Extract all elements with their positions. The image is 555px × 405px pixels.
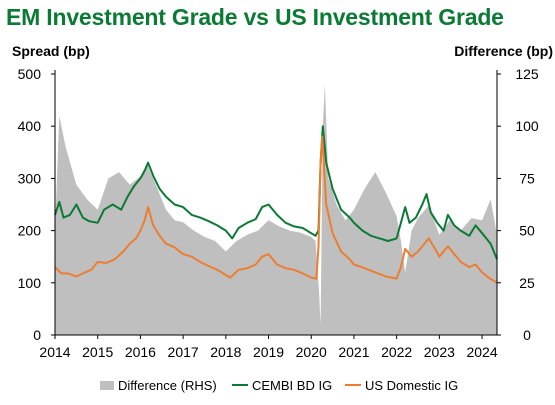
legend-item-difference: Difference (RHS)	[100, 375, 217, 395]
left-tick-label: 100	[18, 275, 42, 291]
left-tick-label: 0	[33, 327, 41, 343]
right-tick-label: 100	[515, 118, 539, 134]
legend-label-us-ig: US Domestic IG	[365, 377, 459, 393]
cembi-bd-ig-line	[54, 125, 498, 260]
right-tick-label: 0	[523, 327, 531, 343]
x-tick-label: 2016	[125, 344, 156, 360]
chart-title: EM Investment Grade vs US Investment Gra…	[6, 4, 504, 30]
x-tick-label: 2014	[39, 344, 70, 360]
right-tick-label: 50	[519, 223, 535, 239]
legend: Difference (RHS) CEMBI BD IG US Domestic…	[0, 375, 555, 395]
difference-area-layer	[55, 84, 497, 336]
left-tick-label: 400	[18, 118, 42, 134]
left-tick-label: 200	[18, 223, 42, 239]
legend-label-cembi: CEMBI BD IG	[252, 377, 333, 393]
difference-area	[55, 84, 497, 336]
x-tick-label: 2018	[210, 344, 241, 360]
spread-lines-layer	[54, 125, 498, 284]
x-tick-label: 2023	[424, 344, 455, 360]
left-axis-title: Spread (bp)	[12, 43, 90, 59]
legend-item-us-ig: US Domestic IG	[345, 375, 458, 395]
right-axis-title: Difference (bp)	[454, 43, 553, 59]
legend-swatch-us-ig	[345, 384, 361, 386]
x-tick-label: 2020	[296, 344, 327, 360]
right-tick-label: 75	[519, 170, 535, 186]
left-tick-label: 300	[18, 170, 42, 186]
x-tick-label: 2019	[253, 344, 284, 360]
x-tick-label: 2015	[82, 344, 113, 360]
left-tick-label: 500	[18, 66, 42, 82]
legend-swatch-difference	[100, 380, 114, 390]
right-tick-label: 25	[519, 275, 535, 291]
x-tick-label: 2022	[381, 344, 412, 360]
legend-swatch-cembi	[232, 384, 248, 386]
x-tick-label: 2021	[338, 344, 369, 360]
right-tick-label: 125	[515, 66, 539, 82]
x-tick-label: 2024	[466, 344, 497, 360]
x-tick-label: 2017	[168, 344, 199, 360]
legend-label-difference: Difference (RHS)	[118, 377, 217, 393]
axes-layer: 0 100 200 300 400 500 0 25 50 75 100 125 2014 2015 201…	[18, 66, 539, 360]
us-domestic-ig-line	[54, 135, 498, 284]
legend-item-cembi: CEMBI BD IG	[232, 375, 332, 395]
